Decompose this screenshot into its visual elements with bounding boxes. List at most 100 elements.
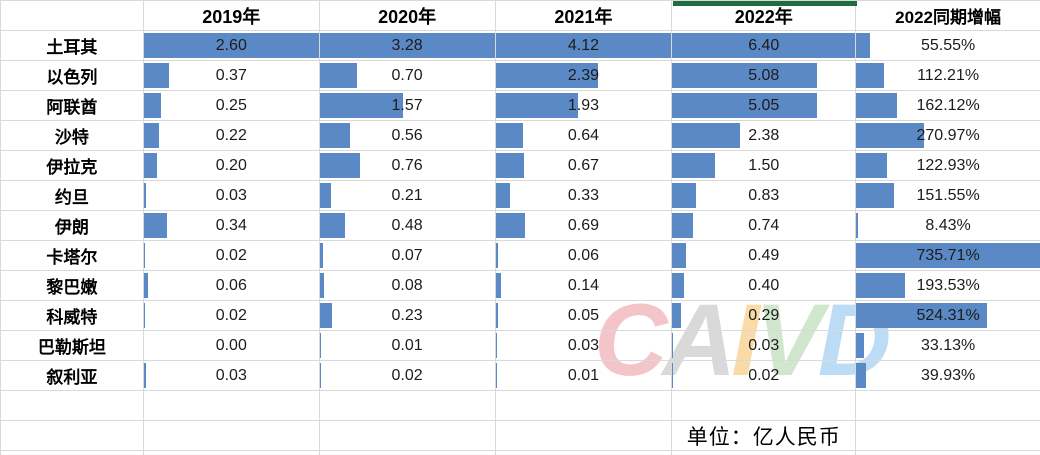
- value-cell[interactable]: 0.69: [495, 211, 673, 241]
- value-cell[interactable]: 162.12%: [856, 91, 1040, 121]
- column-header-2021年[interactable]: 2021年: [495, 1, 673, 31]
- value-cell[interactable]: 112.21%: [856, 61, 1040, 91]
- value-cell[interactable]: 55.55%: [856, 31, 1040, 61]
- value-cell[interactable]: 0.29: [672, 301, 857, 331]
- empty-cell[interactable]: [319, 391, 496, 421]
- value-cell[interactable]: 122.93%: [856, 151, 1040, 181]
- empty-cell[interactable]: [1, 421, 144, 451]
- corner-header-cell[interactable]: [1, 1, 144, 31]
- value-cell[interactable]: 0.21: [319, 181, 496, 211]
- empty-cell[interactable]: [856, 391, 1040, 421]
- cell-value: 0.40: [748, 276, 780, 294]
- value-cell[interactable]: 3.28: [319, 31, 496, 61]
- value-cell[interactable]: 1.50: [672, 151, 857, 181]
- value-cell[interactable]: 0.67: [495, 151, 673, 181]
- value-cell[interactable]: 5.05: [672, 91, 857, 121]
- cell-value: 0.02: [215, 306, 247, 324]
- value-cell[interactable]: 0.83: [672, 181, 857, 211]
- value-cell[interactable]: 0.14: [495, 271, 673, 301]
- value-cell[interactable]: 0.23: [319, 301, 496, 331]
- value-cell[interactable]: 151.55%: [856, 181, 1040, 211]
- value-cell[interactable]: 6.40: [672, 31, 857, 61]
- empty-cell[interactable]: [143, 421, 320, 451]
- empty-cell[interactable]: [319, 421, 496, 451]
- value-cell[interactable]: 2.60: [143, 31, 320, 61]
- value-cell[interactable]: 0.33: [495, 181, 673, 211]
- empty-cell[interactable]: [856, 421, 1040, 451]
- value-cell[interactable]: 0.64: [495, 121, 673, 151]
- value-cell[interactable]: 0.01: [495, 361, 673, 391]
- data-bar: [495, 153, 525, 178]
- column-header-2019年[interactable]: 2019年: [143, 1, 320, 31]
- value-cell[interactable]: 524.31%: [856, 301, 1040, 331]
- column-header-growth[interactable]: 2022同期增幅: [856, 1, 1040, 31]
- value-cell[interactable]: 8.43%: [856, 211, 1040, 241]
- data-bar: [319, 153, 361, 178]
- value-cell[interactable]: 735.71%: [856, 241, 1040, 271]
- value-cell[interactable]: 0.03: [495, 331, 673, 361]
- country-cell[interactable]: 约旦: [1, 181, 144, 211]
- value-cell[interactable]: 0.56: [319, 121, 496, 151]
- value-cell[interactable]: 5.08: [672, 61, 857, 91]
- country-cell[interactable]: 伊拉克: [1, 151, 144, 181]
- empty-cell[interactable]: [1, 391, 144, 421]
- unit-note-cell[interactable]: 单位：亿人民币: [672, 421, 857, 451]
- country-label: 阿联酋: [46, 98, 98, 117]
- data-bar: [143, 303, 146, 328]
- empty-cell[interactable]: [495, 391, 673, 421]
- data-bar: [672, 303, 681, 328]
- value-cell[interactable]: 0.48: [319, 211, 496, 241]
- country-cell[interactable]: 黎巴嫩: [1, 271, 144, 301]
- value-cell[interactable]: 0.22: [143, 121, 320, 151]
- empty-cell[interactable]: [495, 421, 673, 451]
- value-cell[interactable]: 0.70: [319, 61, 496, 91]
- value-cell[interactable]: 0.76: [319, 151, 496, 181]
- value-cell[interactable]: 0.03: [143, 361, 320, 391]
- empty-cell[interactable]: [672, 391, 857, 421]
- value-cell[interactable]: 39.93%: [856, 361, 1040, 391]
- value-cell[interactable]: 0.01: [319, 331, 496, 361]
- value-cell[interactable]: 0.02: [143, 241, 320, 271]
- cell-value: 0.29: [748, 306, 780, 324]
- value-cell[interactable]: 270.97%: [856, 121, 1040, 151]
- value-cell[interactable]: 0.08: [319, 271, 496, 301]
- value-cell[interactable]: 1.57: [319, 91, 496, 121]
- value-cell[interactable]: 33.13%: [856, 331, 1040, 361]
- value-cell[interactable]: 0.00: [143, 331, 320, 361]
- country-cell[interactable]: 土耳其: [1, 31, 144, 61]
- value-cell[interactable]: 193.53%: [856, 271, 1040, 301]
- country-cell[interactable]: 叙利亚: [1, 361, 144, 391]
- value-cell[interactable]: 0.02: [143, 301, 320, 331]
- value-cell[interactable]: 0.25: [143, 91, 320, 121]
- value-cell[interactable]: 0.20: [143, 151, 320, 181]
- column-header-2022年[interactable]: 2022年: [672, 1, 857, 31]
- country-cell[interactable]: 伊朗: [1, 211, 144, 241]
- value-cell[interactable]: 0.06: [495, 241, 673, 271]
- country-cell[interactable]: 沙特: [1, 121, 144, 151]
- value-cell[interactable]: 0.07: [319, 241, 496, 271]
- country-cell[interactable]: 科威特: [1, 301, 144, 331]
- value-cell[interactable]: 2.38: [672, 121, 857, 151]
- value-cell[interactable]: 0.37: [143, 61, 320, 91]
- country-label: 约旦: [54, 188, 89, 207]
- country-cell[interactable]: 阿联酋: [1, 91, 144, 121]
- country-cell[interactable]: 巴勒斯坦: [1, 331, 144, 361]
- value-cell[interactable]: 0.06: [143, 271, 320, 301]
- value-cell[interactable]: 0.74: [672, 211, 857, 241]
- value-cell[interactable]: 1.93: [495, 91, 673, 121]
- value-cell[interactable]: 0.34: [143, 211, 320, 241]
- country-cell[interactable]: 以色列: [1, 61, 144, 91]
- value-cell[interactable]: 4.12: [495, 31, 673, 61]
- value-cell[interactable]: 0.02: [672, 361, 857, 391]
- empty-cell[interactable]: [143, 391, 320, 421]
- column-header-2020年[interactable]: 2020年: [319, 1, 496, 31]
- value-cell[interactable]: 0.03: [143, 181, 320, 211]
- value-cell[interactable]: 2.39: [495, 61, 673, 91]
- value-cell[interactable]: 0.40: [672, 271, 857, 301]
- value-cell[interactable]: 0.02: [319, 361, 496, 391]
- value-cell[interactable]: 0.49: [672, 241, 857, 271]
- country-cell[interactable]: 卡塔尔: [1, 241, 144, 271]
- value-cell[interactable]: 0.03: [672, 331, 857, 361]
- cell-value: 735.71%: [916, 246, 980, 264]
- value-cell[interactable]: 0.05: [495, 301, 673, 331]
